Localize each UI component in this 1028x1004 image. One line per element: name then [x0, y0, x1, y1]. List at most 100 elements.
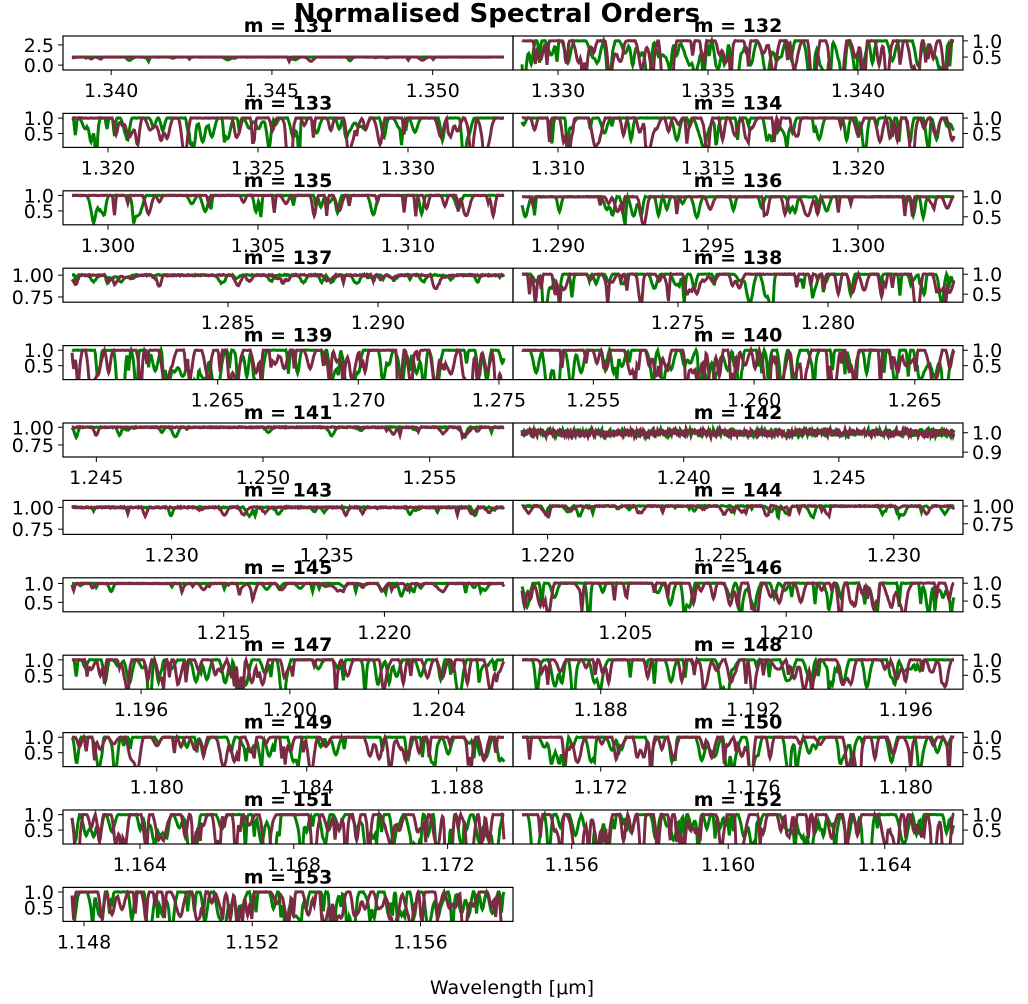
x-tick-label: 1.295 — [681, 235, 735, 257]
y-tick-label: 0.75 — [972, 514, 1014, 536]
panel-title: m = 131 — [244, 15, 333, 37]
x-tick-label: 1.200 — [263, 699, 317, 721]
panel-m134: 1.310 1.315 1.320 0.51.0 m = 134 — [512, 92, 1002, 179]
y-tick-label: 0.5 — [972, 123, 1002, 145]
x-tick-label: 1.184 — [280, 777, 334, 799]
x-tick-label: 1.196 — [114, 699, 168, 721]
series-b-line — [521, 113, 956, 148]
panel-title: m = 146 — [694, 557, 783, 579]
panel-m144: 1.220 1.225 1.230 0.751.00 m = 144 — [512, 479, 1014, 566]
y-tick-label: 0.5 — [24, 123, 54, 145]
panel-title: m = 139 — [244, 325, 333, 347]
y-tick-label: 0.75 — [12, 435, 54, 457]
panel-title: m = 141 — [244, 402, 333, 424]
x-tick-label: 1.205 — [598, 622, 652, 644]
panel-m145: 1.215 1.220 0.51.0 m = 145 — [24, 557, 514, 644]
x-tick-label: 1.164 — [113, 854, 167, 876]
y-tick-label: 1.0 — [24, 727, 54, 749]
panel-m132: 1.330 1.335 1.340 0.51.0 m = 132 — [512, 15, 1002, 102]
y-tick-label: 1.0 — [972, 423, 1002, 445]
panel-m142: 1.240 1.245 0.91.0 m = 142 — [512, 402, 1002, 489]
panel-m138: 1.275 1.280 0.51.0 m = 138 — [512, 247, 1002, 334]
panel-m131: 1.340 1.345 1.350 0.02.5 m = 131 — [24, 15, 514, 102]
panel-title: m = 148 — [694, 634, 783, 656]
y-tick-label: 0.5 — [972, 820, 1002, 842]
y-tick-label: 1.0 — [972, 650, 1002, 672]
panel-m152: 1.156 1.160 1.164 0.51.0 m = 152 — [512, 789, 1002, 876]
series-b-line — [522, 503, 956, 520]
panel-frame — [512, 809, 964, 845]
x-tick-label: 1.235 — [300, 544, 354, 566]
y-tick-label: 1.0 — [972, 340, 1002, 362]
panel-m139: 1.265 1.270 1.275 0.51.0 m = 139 — [24, 325, 526, 412]
y-tick-label: 1.0 — [24, 185, 54, 207]
x-tick-label: 1.230 — [867, 544, 921, 566]
panel-title: m = 151 — [244, 789, 333, 811]
x-tick-label: 1.300 — [81, 235, 135, 257]
panel-title: m = 143 — [244, 479, 333, 501]
series-b-line — [71, 55, 504, 65]
x-tick-label: 1.290 — [351, 312, 405, 334]
y-tick-label: 0.75 — [12, 287, 54, 309]
y-tick-label: 1.0 — [972, 108, 1002, 130]
y-tick-label: 0.5 — [24, 897, 54, 919]
x-tick-label: 1.330 — [531, 80, 585, 102]
panel-frame — [512, 577, 964, 613]
x-tick-label: 1.225 — [693, 544, 747, 566]
panel-title: m = 136 — [694, 170, 783, 192]
x-tick-label: 1.172 — [420, 854, 474, 876]
x-tick-label: 1.340 — [84, 80, 138, 102]
panel-title: m = 132 — [694, 15, 783, 37]
x-tick-label: 1.345 — [245, 80, 299, 102]
x-tick-label: 1.275 — [472, 390, 526, 412]
series-a-line — [520, 115, 955, 148]
x-tick-label: 1.305 — [231, 235, 285, 257]
x-tick-label: 1.285 — [201, 312, 255, 334]
y-tick-label: 0.5 — [24, 820, 54, 842]
y-tick-label: 0.5 — [972, 743, 1002, 765]
y-tick-label: 0.5 — [24, 665, 54, 687]
x-tick-label: 1.275 — [651, 312, 705, 334]
series-b-line — [71, 114, 504, 148]
series-a-line — [72, 887, 506, 922]
series-b-line — [521, 345, 956, 380]
x-tick-label: 1.350 — [405, 80, 459, 102]
panel-frame — [512, 422, 964, 458]
y-tick-label: 0.5 — [24, 201, 54, 223]
y-tick-label: 1.0 — [972, 805, 1002, 827]
x-tick-label: 1.240 — [656, 467, 710, 489]
panel-title: m = 144 — [694, 479, 783, 501]
x-tick-label: 1.255 — [402, 467, 456, 489]
panel-m137: 1.285 1.290 0.751.00 m = 137 — [12, 247, 514, 334]
panel-m133: 1.320 1.325 1.330 0.51.0 m = 133 — [24, 92, 514, 179]
y-tick-label: 0.9 — [972, 442, 1002, 464]
y-tick-label: 1.0 — [24, 882, 54, 904]
y-tick-label: 2.5 — [24, 35, 54, 57]
series-a-line — [521, 269, 956, 303]
x-tick-label: 1.315 — [681, 157, 735, 179]
series-a-line — [70, 732, 506, 767]
y-tick-label: 1.0 — [972, 264, 1002, 286]
y-tick-label: 1.0 — [972, 573, 1002, 595]
panel-frame — [512, 190, 964, 226]
series-b-line — [70, 581, 506, 605]
panel-frame — [512, 345, 964, 381]
x-tick-label: 1.290 — [531, 235, 585, 257]
panel-m141: 1.245 1.250 1.255 0.751.00 m = 141 — [12, 402, 514, 489]
x-tick-label: 1.192 — [726, 699, 780, 721]
panel-title: m = 142 — [694, 402, 783, 424]
x-tick-label: 1.265 — [888, 390, 942, 412]
y-tick-label: 1.00 — [972, 496, 1014, 518]
panel-title: m = 147 — [244, 634, 333, 656]
y-tick-label: 0.5 — [24, 592, 54, 614]
panel-m143: 1.230 1.235 0.751.00 m = 143 — [12, 479, 514, 566]
y-tick-label: 1.0 — [24, 650, 54, 672]
x-tick-label: 1.280 — [801, 312, 855, 334]
x-tick-label: 1.172 — [574, 777, 628, 799]
y-tick-label: 0.5 — [972, 591, 1002, 613]
panel-frame — [62, 886, 514, 923]
x-tick-label: 1.320 — [81, 157, 135, 179]
panel-title: m = 133 — [244, 92, 333, 114]
